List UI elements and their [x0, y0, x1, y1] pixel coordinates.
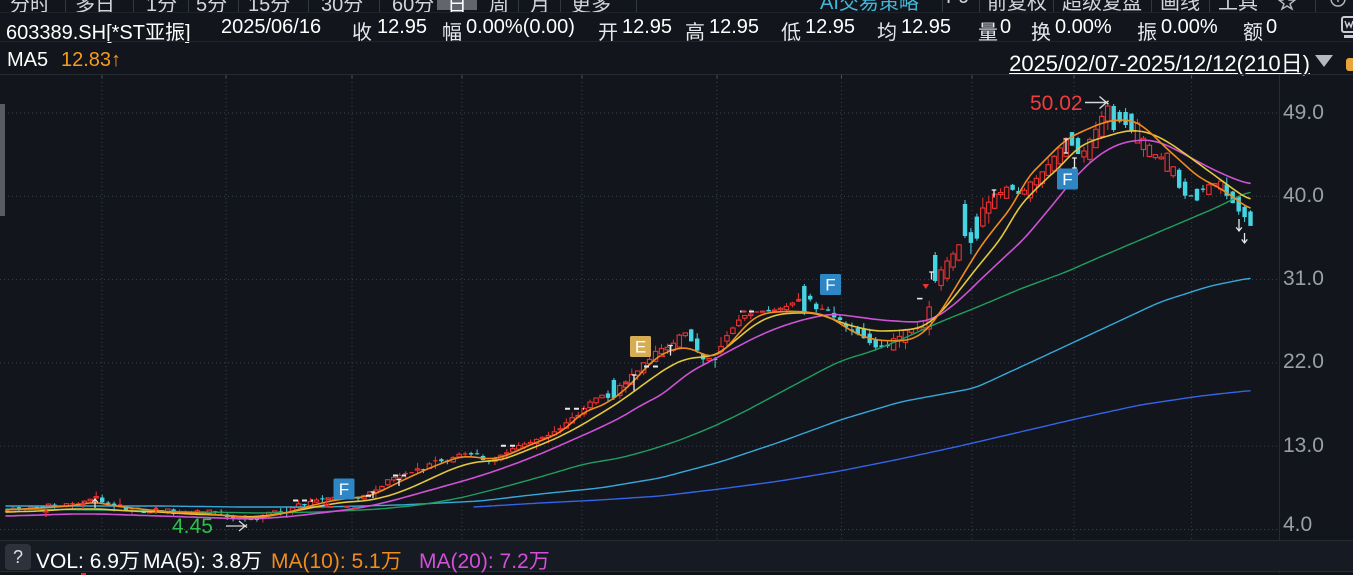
- svg-text:F: F: [1062, 170, 1072, 189]
- svg-text:F: F: [825, 276, 835, 295]
- svg-text:50.02: 50.02: [1030, 92, 1083, 115]
- svg-text:E: E: [635, 338, 646, 357]
- svg-text:4.45: 4.45: [172, 515, 213, 538]
- svg-text:F: F: [339, 480, 349, 499]
